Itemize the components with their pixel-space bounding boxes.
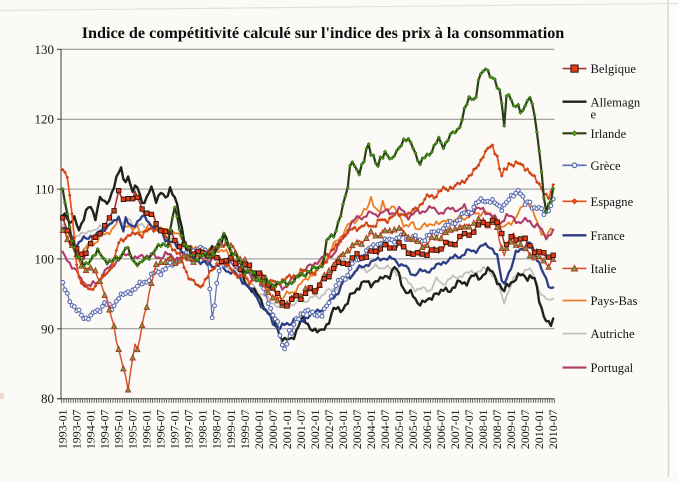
svg-text:1993-07: 1993-07: [70, 409, 84, 449]
svg-text:130: 130: [35, 42, 55, 57]
svg-text:2005-07: 2005-07: [406, 409, 420, 449]
svg-text:1995-01: 1995-01: [112, 409, 126, 449]
svg-text:Italie: Italie: [591, 262, 617, 276]
svg-text:Irlande: Irlande: [591, 127, 627, 141]
svg-text:Espagne: Espagne: [591, 195, 634, 209]
svg-text:2003-07: 2003-07: [350, 409, 364, 449]
svg-text:2004-07: 2004-07: [378, 409, 392, 449]
svg-text:2003-01: 2003-01: [336, 409, 350, 449]
svg-text:Portugal: Portugal: [591, 361, 634, 375]
svg-text:120: 120: [35, 112, 55, 127]
svg-text:Belgique: Belgique: [591, 62, 637, 76]
svg-text:2000-07: 2000-07: [266, 409, 280, 449]
svg-text:Indice de compétitivité calcul: Indice de compétitivité calculé sur l'in…: [82, 24, 565, 42]
svg-text:100: 100: [35, 251, 55, 266]
svg-text:1998-07: 1998-07: [210, 409, 224, 449]
svg-text:2001-07: 2001-07: [294, 409, 308, 449]
svg-text:2006-01: 2006-01: [420, 409, 434, 449]
svg-text:2006-07: 2006-07: [434, 409, 448, 449]
svg-text:Pays-Bas: Pays-Bas: [591, 294, 638, 308]
svg-text:80: 80: [41, 391, 54, 406]
svg-text:2010-07: 2010-07: [546, 409, 560, 449]
svg-text:1999-07: 1999-07: [238, 409, 252, 449]
svg-text:2008-07: 2008-07: [490, 409, 504, 449]
svg-text:90: 90: [41, 321, 54, 336]
svg-text:2002-01: 2002-01: [308, 409, 322, 449]
svg-text:2001-01: 2001-01: [280, 409, 294, 449]
svg-text:2010-01: 2010-01: [532, 409, 546, 449]
svg-text:1997-07: 1997-07: [182, 409, 196, 449]
svg-text:2009-07: 2009-07: [518, 409, 532, 449]
svg-text:2009-01: 2009-01: [504, 409, 518, 449]
svg-text:1996-07: 1996-07: [154, 409, 168, 449]
svg-text:France: France: [591, 229, 626, 243]
svg-text:110: 110: [35, 182, 54, 197]
svg-text:1996-01: 1996-01: [140, 409, 154, 449]
svg-text:2000-01: 2000-01: [252, 409, 266, 449]
svg-text:1998-01: 1998-01: [196, 409, 210, 449]
svg-text:2005-01: 2005-01: [392, 409, 406, 449]
svg-text:1999-01: 1999-01: [224, 409, 238, 449]
svg-text:2002-07: 2002-07: [322, 409, 336, 449]
svg-text:e: e: [591, 108, 597, 122]
svg-text:1993-01: 1993-01: [56, 409, 70, 449]
svg-text:2008-01: 2008-01: [476, 409, 490, 449]
svg-text:2007-07: 2007-07: [462, 409, 476, 449]
svg-text:Autriche: Autriche: [591, 327, 635, 341]
svg-text:1997-01: 1997-01: [168, 409, 182, 449]
svg-text:Grèce: Grèce: [591, 159, 621, 173]
svg-text:Allemagn: Allemagn: [591, 95, 641, 109]
svg-text:1995-07: 1995-07: [126, 409, 140, 449]
svg-text:1994-01: 1994-01: [84, 409, 98, 449]
svg-text:1994-07: 1994-07: [98, 409, 112, 449]
svg-text:2007-01: 2007-01: [448, 409, 462, 449]
svg-text:2004-01: 2004-01: [364, 409, 378, 449]
